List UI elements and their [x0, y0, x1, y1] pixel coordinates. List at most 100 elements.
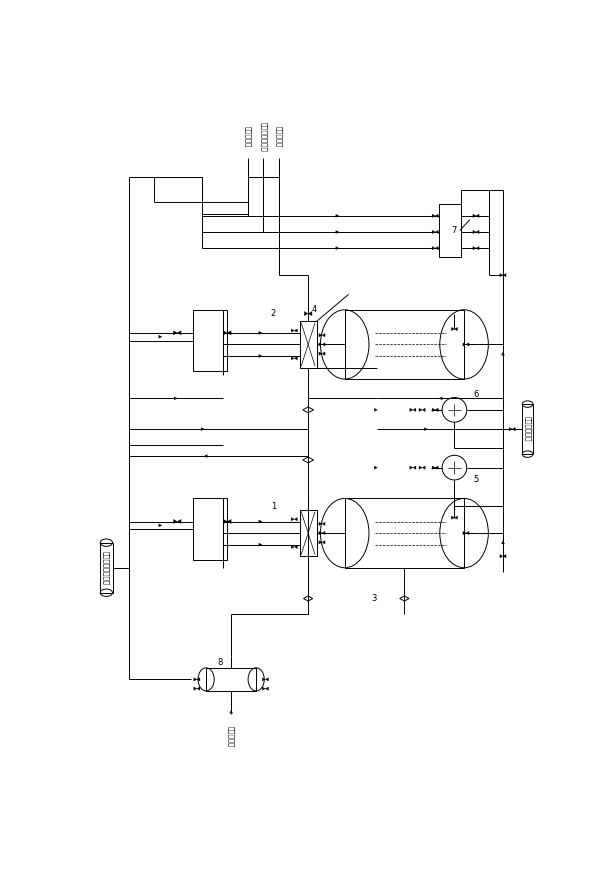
Polygon shape	[201, 427, 204, 431]
Polygon shape	[432, 214, 435, 218]
Polygon shape	[322, 352, 325, 355]
Text: 6: 6	[473, 390, 479, 399]
Polygon shape	[454, 328, 457, 330]
Bar	[192, 499, 227, 560]
Polygon shape	[322, 522, 325, 526]
Polygon shape	[319, 352, 322, 355]
Polygon shape	[432, 247, 435, 250]
Polygon shape	[197, 677, 200, 681]
Polygon shape	[159, 335, 162, 338]
Polygon shape	[322, 531, 325, 535]
Polygon shape	[263, 687, 266, 691]
Bar	[345, 310, 464, 379]
Polygon shape	[304, 312, 308, 315]
Polygon shape	[319, 522, 322, 526]
Polygon shape	[174, 396, 177, 400]
Bar	[299, 510, 316, 556]
Polygon shape	[227, 330, 231, 335]
Polygon shape	[473, 247, 476, 250]
Polygon shape	[319, 541, 322, 544]
Polygon shape	[223, 330, 227, 335]
Polygon shape	[259, 520, 262, 523]
Text: 去尾气吸收: 去尾气吸收	[245, 126, 252, 147]
Polygon shape	[439, 396, 442, 400]
Polygon shape	[432, 408, 435, 411]
Text: 8: 8	[217, 658, 222, 667]
Polygon shape	[336, 231, 339, 233]
Polygon shape	[229, 710, 233, 714]
Polygon shape	[291, 357, 294, 360]
Polygon shape	[451, 328, 454, 330]
Text: 7: 7	[452, 226, 457, 235]
Bar	[522, 404, 533, 454]
Polygon shape	[466, 531, 469, 535]
Text: 空气来自压缩机: 空气来自压缩机	[260, 122, 267, 152]
Polygon shape	[502, 541, 505, 544]
Polygon shape	[319, 531, 322, 535]
Polygon shape	[336, 214, 339, 218]
Polygon shape	[502, 352, 505, 355]
Text: 5: 5	[473, 475, 479, 484]
Polygon shape	[466, 343, 469, 346]
Polygon shape	[419, 408, 422, 411]
Polygon shape	[336, 247, 339, 249]
Polygon shape	[463, 531, 466, 535]
Polygon shape	[294, 517, 297, 521]
Polygon shape	[473, 230, 476, 233]
Polygon shape	[308, 312, 312, 315]
Polygon shape	[266, 687, 269, 691]
Polygon shape	[422, 408, 425, 411]
Polygon shape	[451, 516, 454, 520]
Polygon shape	[227, 520, 231, 523]
Polygon shape	[509, 427, 512, 431]
Polygon shape	[322, 343, 325, 346]
Polygon shape	[177, 330, 181, 335]
Polygon shape	[319, 334, 322, 337]
Bar	[299, 322, 316, 367]
Bar	[439, 204, 460, 256]
Polygon shape	[374, 466, 378, 470]
Text: 去压滤系统: 去压滤系统	[275, 126, 282, 147]
Bar	[206, 668, 256, 691]
Polygon shape	[454, 516, 457, 520]
Polygon shape	[424, 427, 428, 431]
Polygon shape	[294, 329, 297, 332]
Bar	[345, 499, 464, 567]
Text: 来自一级压滤液水: 来自一级压滤液水	[103, 551, 110, 585]
Polygon shape	[291, 545, 294, 549]
Polygon shape	[204, 455, 208, 457]
Polygon shape	[159, 524, 162, 527]
Polygon shape	[223, 520, 227, 523]
Polygon shape	[422, 466, 425, 470]
Polygon shape	[432, 230, 435, 233]
Polygon shape	[374, 408, 378, 411]
Polygon shape	[476, 247, 479, 250]
Polygon shape	[500, 554, 503, 558]
Text: 3: 3	[371, 594, 376, 603]
Polygon shape	[476, 230, 479, 233]
Polygon shape	[174, 520, 177, 523]
Polygon shape	[473, 214, 476, 218]
Polygon shape	[463, 343, 466, 346]
Polygon shape	[435, 230, 438, 233]
Polygon shape	[259, 543, 262, 546]
Text: 4: 4	[312, 306, 317, 315]
Polygon shape	[413, 466, 416, 470]
Polygon shape	[435, 214, 438, 218]
Polygon shape	[410, 408, 413, 411]
Polygon shape	[174, 330, 177, 335]
Polygon shape	[419, 466, 422, 470]
Polygon shape	[259, 331, 262, 335]
Polygon shape	[319, 343, 322, 346]
Polygon shape	[294, 357, 297, 360]
Bar	[100, 543, 113, 593]
Polygon shape	[291, 517, 294, 521]
Polygon shape	[294, 545, 297, 549]
Polygon shape	[410, 466, 413, 470]
Polygon shape	[259, 354, 262, 358]
Polygon shape	[266, 677, 269, 681]
Polygon shape	[435, 247, 438, 250]
Polygon shape	[435, 466, 438, 470]
Polygon shape	[263, 677, 266, 681]
Polygon shape	[432, 466, 435, 470]
